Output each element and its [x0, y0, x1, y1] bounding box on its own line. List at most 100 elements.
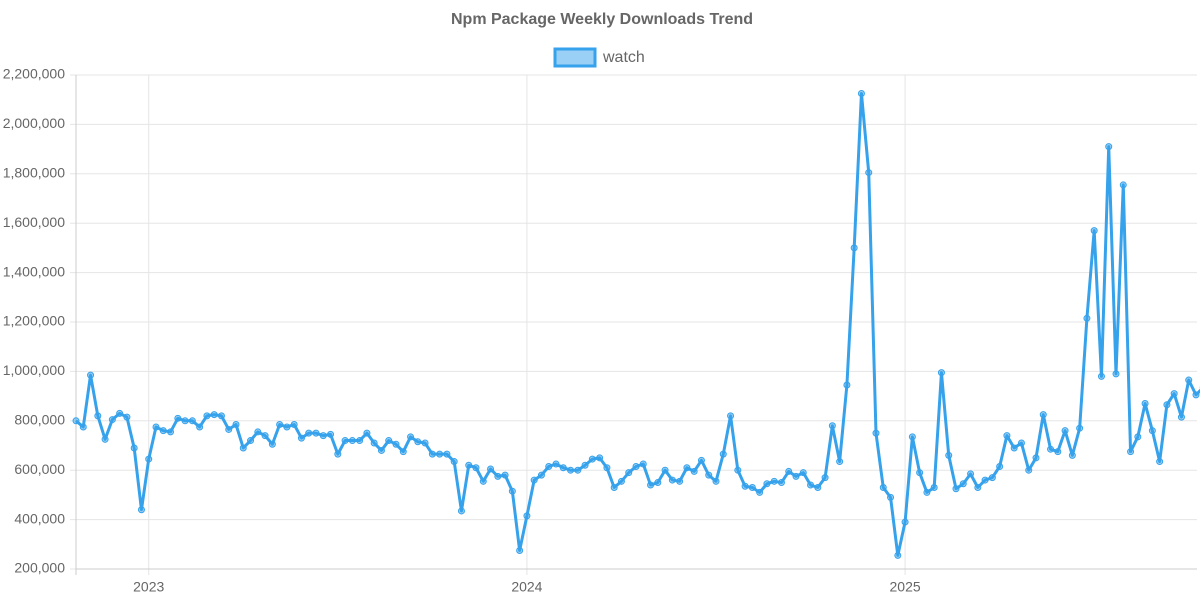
data-point — [1076, 424, 1084, 432]
data-point — [203, 412, 211, 420]
data-point — [945, 451, 953, 459]
data-point — [632, 462, 640, 470]
data-point — [690, 467, 698, 475]
data-point — [377, 446, 385, 454]
data-point — [727, 412, 735, 420]
data-point — [857, 90, 865, 98]
data-point — [959, 480, 967, 488]
data-point — [501, 471, 509, 479]
data-point — [217, 412, 225, 420]
data-point — [79, 423, 87, 431]
data-point — [290, 421, 298, 429]
data-point — [908, 433, 916, 441]
data-point — [494, 472, 502, 480]
data-point — [327, 430, 335, 438]
data-point — [1068, 451, 1076, 459]
data-point — [1047, 445, 1055, 453]
data-point — [247, 437, 255, 445]
data-point — [901, 518, 909, 526]
x-tick-label: 2024 — [511, 579, 542, 595]
data-point — [181, 417, 189, 425]
y-tick-label: 2,000,000 — [3, 115, 65, 131]
data-point — [210, 411, 218, 419]
data-point — [865, 169, 873, 177]
data-point — [879, 483, 887, 491]
data-point — [574, 466, 582, 474]
data-point — [661, 466, 669, 474]
data-point — [1127, 448, 1135, 456]
data-point — [385, 437, 393, 445]
data-point — [625, 469, 633, 477]
data-point — [763, 480, 771, 488]
data-point — [676, 477, 684, 485]
data-point — [1192, 391, 1200, 399]
data-line — [75, 92, 1200, 557]
data-point — [1003, 432, 1011, 440]
data-point — [101, 435, 109, 443]
y-tick-label: 800,000 — [14, 412, 65, 428]
data-point — [748, 483, 756, 491]
data-point — [87, 371, 95, 379]
data-point — [443, 450, 451, 458]
y-tick-label: 1,400,000 — [3, 263, 65, 279]
data-point — [94, 412, 102, 420]
data-point — [137, 506, 145, 514]
data-point — [159, 427, 167, 435]
data-point — [414, 438, 422, 446]
data-point — [814, 483, 822, 491]
y-tick-label: 1,800,000 — [3, 165, 65, 181]
data-point — [697, 456, 705, 464]
data-point — [1112, 370, 1120, 378]
data-point — [283, 423, 291, 431]
data-point — [617, 477, 625, 485]
data-point — [1177, 413, 1185, 421]
data-point — [319, 432, 327, 440]
data-point — [567, 466, 575, 474]
data-point — [610, 483, 618, 491]
data-point — [603, 464, 611, 472]
data-point — [683, 464, 691, 472]
data-point — [370, 439, 378, 447]
data-point — [887, 493, 895, 501]
data-point — [545, 462, 553, 470]
data-point — [1163, 401, 1171, 409]
data-point — [130, 444, 138, 452]
data-point — [479, 477, 487, 485]
data-point — [145, 455, 153, 463]
data-point — [341, 437, 349, 445]
legend-label: watch — [602, 49, 645, 66]
data-point — [988, 474, 996, 482]
data-point — [537, 471, 545, 479]
data-point — [1134, 433, 1142, 441]
data-point — [334, 450, 342, 458]
data-point — [639, 460, 647, 468]
data-point — [239, 444, 247, 452]
data-point — [188, 417, 196, 425]
data-point — [1185, 376, 1193, 384]
data-point — [297, 434, 305, 442]
data-point — [1148, 427, 1156, 435]
data-point — [356, 437, 364, 445]
data-point — [72, 417, 80, 425]
data-point — [647, 481, 655, 489]
data-point — [428, 450, 436, 458]
data-point — [850, 244, 858, 252]
y-tick-label: 1,600,000 — [3, 214, 65, 230]
y-tick-label: 1,200,000 — [3, 313, 65, 329]
data-point — [705, 471, 713, 479]
data-point — [1083, 314, 1091, 322]
data-point — [123, 413, 131, 421]
data-point — [1097, 372, 1105, 380]
data-point — [1119, 181, 1127, 189]
data-point — [821, 474, 829, 482]
data-point — [734, 466, 742, 474]
data-point — [596, 454, 604, 462]
data-point — [276, 421, 284, 429]
data-point — [588, 455, 596, 463]
data-point — [152, 423, 160, 431]
legend-swatch — [553, 47, 597, 68]
data-point — [421, 439, 429, 447]
data-point — [196, 423, 204, 431]
data-point — [770, 477, 778, 485]
